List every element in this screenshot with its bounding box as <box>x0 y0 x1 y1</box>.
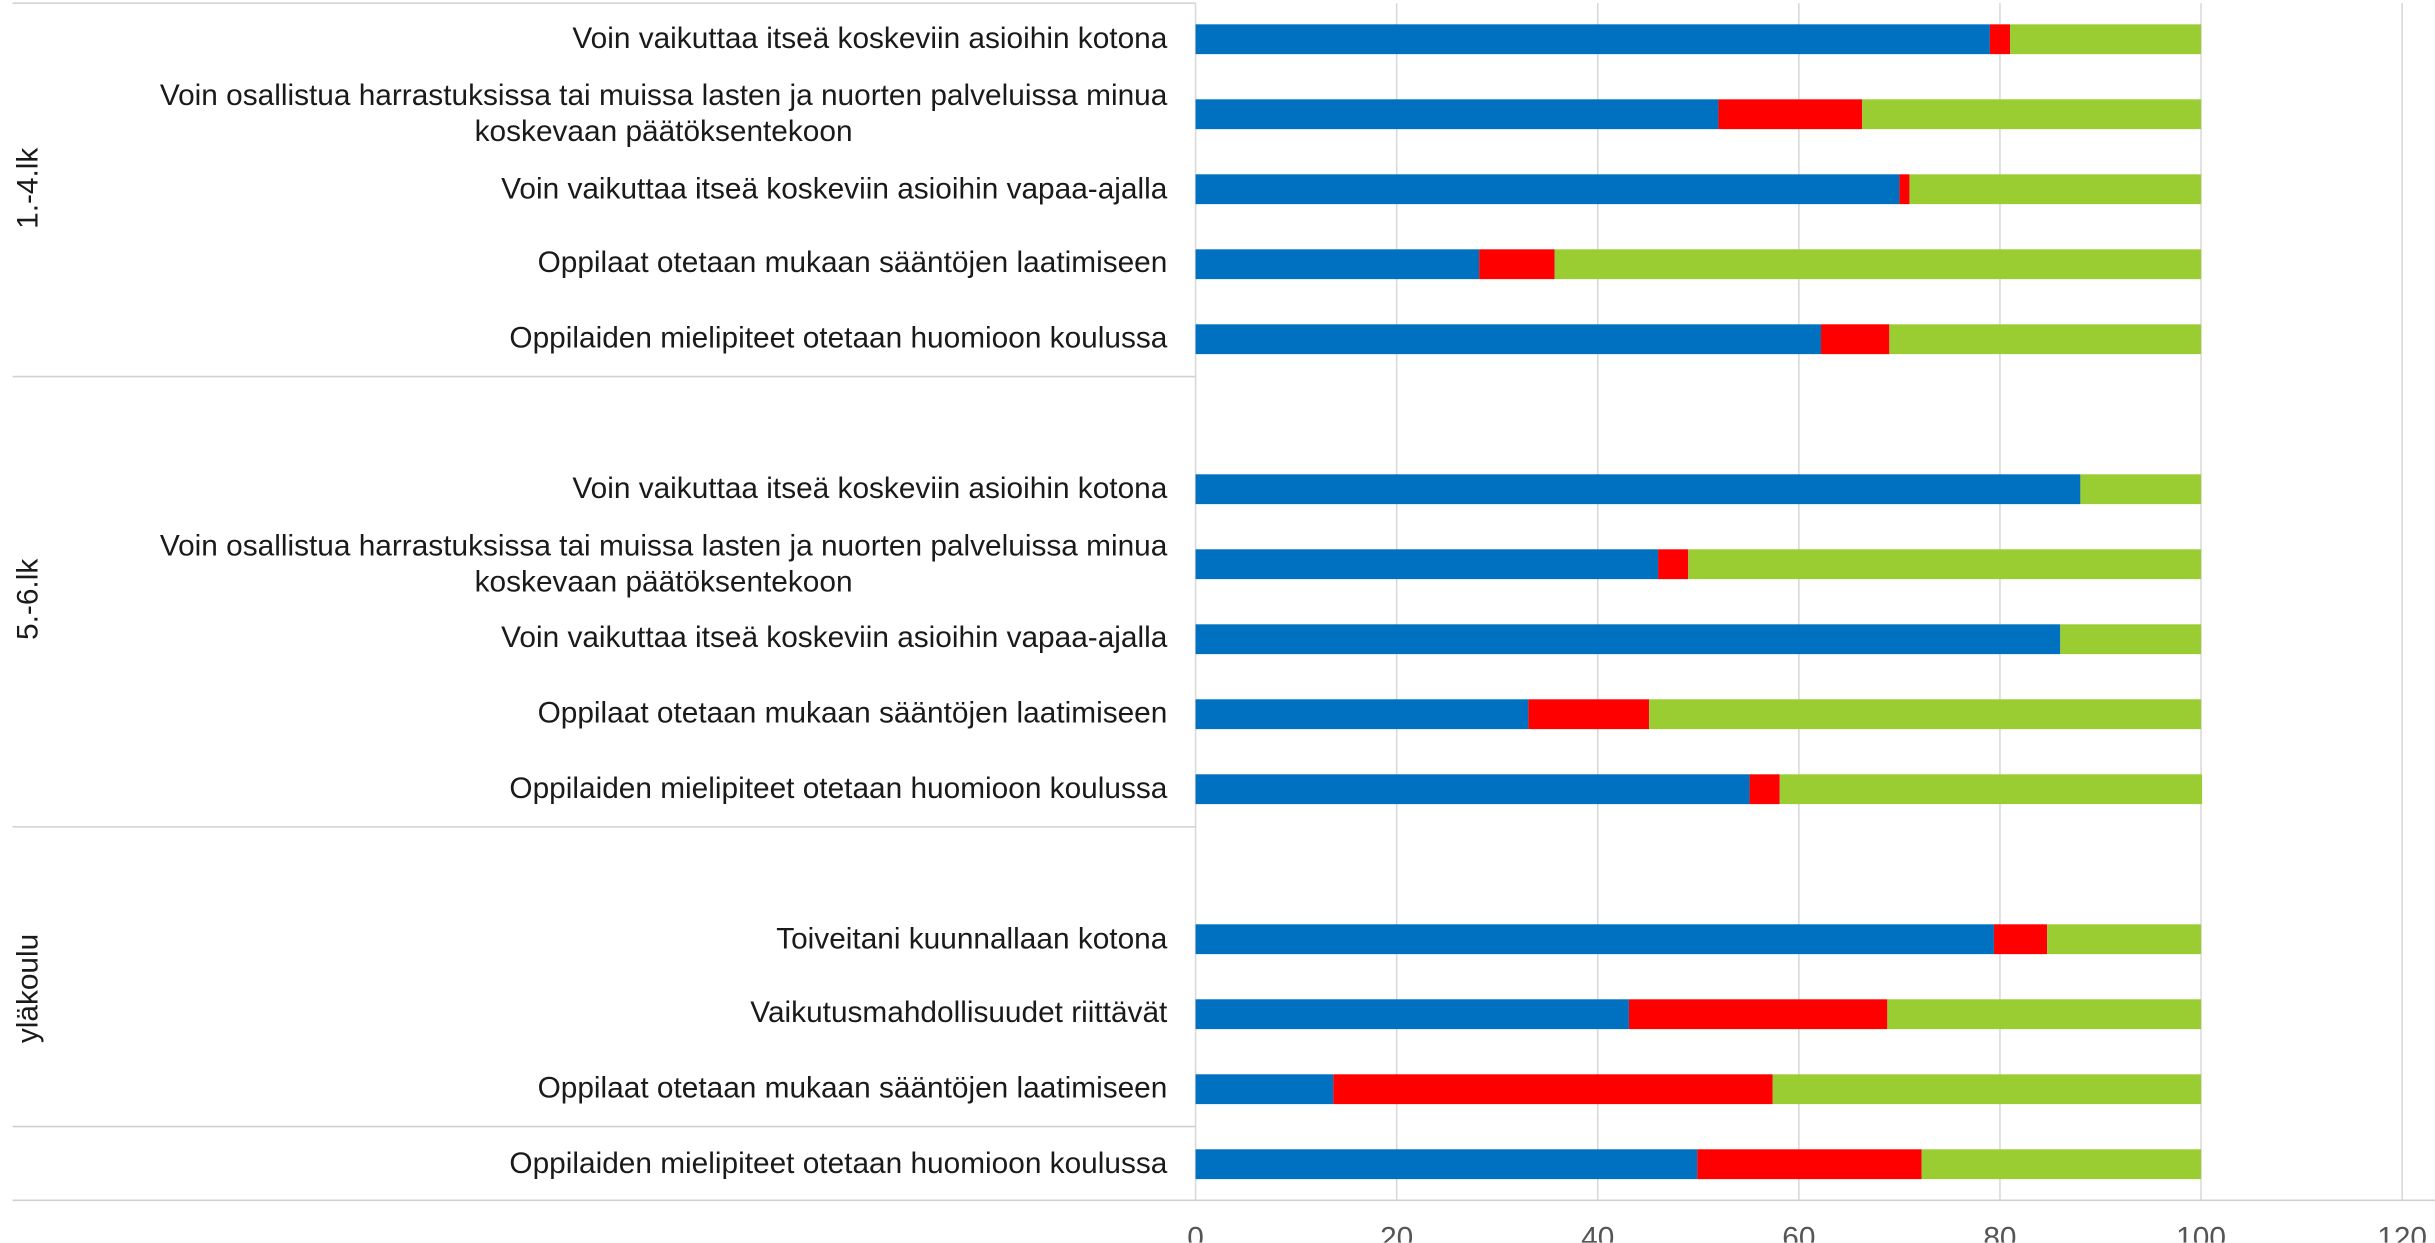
bar-segment <box>1688 549 2202 580</box>
bar-segment <box>1195 624 2061 655</box>
bar-segment <box>1195 1074 1334 1105</box>
bar-segment <box>1909 174 2202 205</box>
category-label: Voin vaikuttaa itseä koskeviin asioihin … <box>501 172 1168 206</box>
bar-segment <box>1921 1149 2202 1180</box>
bar-segment <box>1899 174 1910 205</box>
bar-segment <box>1779 774 2203 805</box>
bar-segment <box>1697 1149 1922 1180</box>
bar-segment <box>1195 99 1719 130</box>
x-tick-label: 40 <box>1581 1221 1614 1242</box>
bar-segment <box>1195 24 1990 55</box>
bar-segment <box>1195 324 1821 355</box>
bar-segment <box>1772 1074 2202 1105</box>
bar-segment <box>1862 99 2202 130</box>
bar-segment <box>1993 924 2048 955</box>
category-label: Voin vaikuttaa itseä koskeviin asioihin … <box>501 622 1168 656</box>
bar-segment <box>1889 324 2202 355</box>
x-tick-label: 0 <box>1187 1221 1204 1242</box>
bar-segment <box>2010 24 2202 55</box>
bar-segment <box>1195 474 2081 505</box>
category-label: Vaikutusmahdollisuudet riittävät <box>750 997 1168 1031</box>
category-label: Voin vaikuttaa itseä koskeviin asioihin … <box>572 472 1168 506</box>
bar-segment <box>1195 699 1529 730</box>
bar-segment <box>1195 924 1994 955</box>
category-label: Oppilaiden mielipiteet otetaan huomioon … <box>509 322 1168 356</box>
category-label: Toiveitani kuunnallaan kotona <box>776 922 1168 956</box>
bar-segment <box>1749 774 1780 805</box>
bar-segment <box>1528 699 1650 730</box>
group-label: 1.-4.lk <box>12 147 46 229</box>
bar-segment <box>1333 1074 1773 1105</box>
bar-segment <box>1887 999 2202 1030</box>
category-label: Voin osallistua harrastuksissa tai muiss… <box>159 79 1168 149</box>
group-label: 5.-6.lk <box>12 558 46 640</box>
bar-segment <box>2060 624 2202 655</box>
bar-segment <box>1479 249 1555 280</box>
bar-segment <box>1195 249 1480 280</box>
x-tick-label: 100 <box>2176 1221 2226 1242</box>
x-tick-label: 60 <box>1782 1221 1815 1242</box>
bar-segment <box>1195 999 1629 1030</box>
bar-segment <box>1628 999 1888 1030</box>
category-label: Oppilaat otetaan mukaan sääntöjen laatim… <box>537 1072 1168 1106</box>
category-label: Oppilaiden mielipiteet otetaan huomioon … <box>509 1147 1168 1181</box>
category-label: Oppilaiden mielipiteet otetaan huomioon … <box>509 772 1168 806</box>
x-tick-label: 120 <box>2377 1221 2427 1242</box>
bar-segment <box>1554 249 2202 280</box>
bar-segment <box>2047 924 2202 955</box>
bar-segment <box>1195 549 1659 580</box>
bar-segment <box>2080 474 2202 505</box>
bar-segment <box>1649 699 2202 730</box>
group-label: yläkoulu <box>12 933 46 1044</box>
x-tick-label: 80 <box>1983 1221 2016 1242</box>
category-label: Voin vaikuttaa itseä koskeviin asioihin … <box>572 22 1168 56</box>
category-label: Oppilaat otetaan mukaan sääntöjen laatim… <box>537 247 1168 281</box>
category-label: Voin osallistua harrastuksissa tai muiss… <box>159 529 1168 599</box>
bar-segment <box>1820 324 1890 355</box>
bar-segment <box>1195 774 1750 805</box>
category-label: Oppilaat otetaan mukaan sääntöjen laatim… <box>537 697 1168 731</box>
bar-segment <box>1658 549 1689 580</box>
bar-segment <box>1718 99 1863 130</box>
bar-segment <box>1195 174 1900 205</box>
bar-segment <box>1989 24 2011 55</box>
x-tick-label: 20 <box>1380 1221 1413 1242</box>
bar-segment <box>1195 1149 1698 1180</box>
